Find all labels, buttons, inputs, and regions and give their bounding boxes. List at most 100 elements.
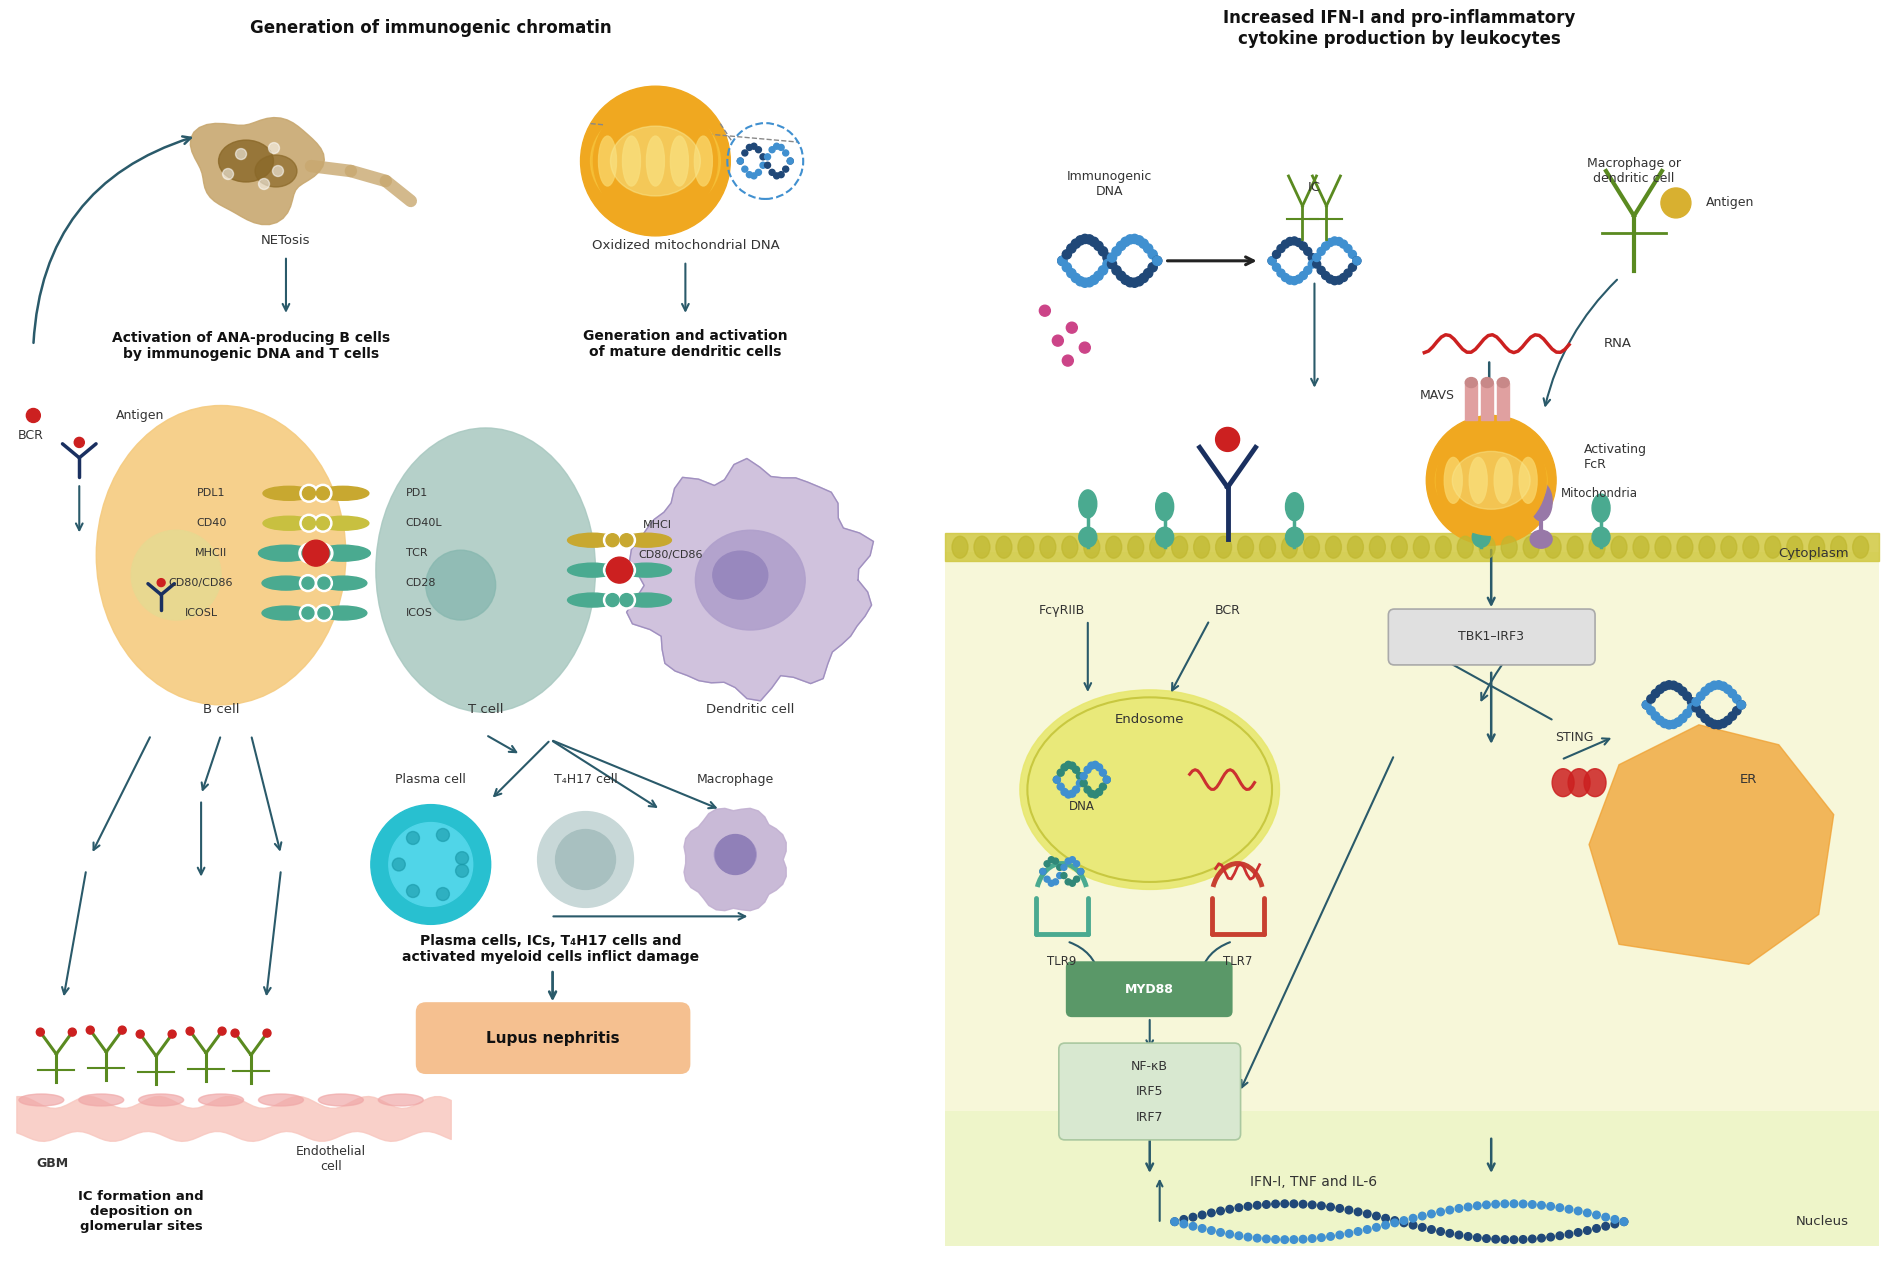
Circle shape [1592,1211,1600,1218]
Ellipse shape [264,516,315,530]
Circle shape [1086,277,1093,287]
Circle shape [1701,715,1710,722]
Circle shape [1217,1228,1224,1236]
Ellipse shape [1348,536,1363,558]
Circle shape [1317,1233,1325,1241]
Text: Lupus nephritis: Lupus nephritis [486,1031,619,1046]
Circle shape [302,577,313,589]
Ellipse shape [1518,458,1537,503]
Circle shape [1253,1202,1260,1209]
Ellipse shape [1655,536,1670,558]
Circle shape [1547,1233,1554,1241]
Circle shape [1661,720,1668,727]
Circle shape [1602,1213,1610,1221]
Circle shape [1346,1230,1353,1237]
Circle shape [1344,269,1351,277]
Circle shape [1573,1228,1581,1236]
Ellipse shape [258,1094,304,1106]
Circle shape [1566,1206,1573,1213]
Circle shape [313,515,332,533]
FancyBboxPatch shape [416,1002,691,1074]
Circle shape [232,1030,239,1037]
Circle shape [1103,777,1110,783]
Circle shape [1040,869,1046,874]
Circle shape [137,1030,144,1039]
Circle shape [315,574,332,592]
Circle shape [1272,1236,1279,1243]
Text: B cell: B cell [203,703,239,716]
Circle shape [1217,1207,1224,1214]
Ellipse shape [621,563,672,577]
Circle shape [1294,275,1302,283]
Circle shape [1410,1221,1418,1228]
Text: Plasma cell: Plasma cell [395,773,467,786]
Circle shape [1327,239,1334,247]
Circle shape [1144,268,1152,278]
Ellipse shape [1592,495,1610,522]
Circle shape [456,864,469,878]
Circle shape [1074,877,1080,882]
Circle shape [264,1030,271,1037]
Ellipse shape [19,1094,65,1106]
Circle shape [1086,235,1093,244]
Circle shape [1089,238,1099,247]
Circle shape [1171,1218,1179,1226]
Circle shape [1103,253,1112,262]
Circle shape [1621,1218,1628,1226]
Circle shape [1678,687,1687,696]
Ellipse shape [1524,536,1539,558]
Circle shape [1061,873,1067,879]
Circle shape [1198,1211,1205,1218]
Text: Antigen: Antigen [116,409,165,423]
Polygon shape [683,808,786,911]
Circle shape [1057,864,1063,870]
Ellipse shape [714,836,755,873]
Circle shape [1492,1236,1499,1243]
Ellipse shape [1568,769,1591,797]
Circle shape [1691,698,1701,706]
Circle shape [1277,244,1285,253]
Circle shape [1080,779,1088,787]
Ellipse shape [1156,492,1173,521]
Circle shape [85,1026,95,1034]
Circle shape [370,805,492,925]
Circle shape [605,593,619,606]
Circle shape [1126,235,1135,244]
Ellipse shape [1465,377,1477,387]
Ellipse shape [1545,536,1560,558]
Circle shape [1727,689,1737,698]
Text: ER: ER [1740,773,1758,786]
Circle shape [1089,276,1099,285]
Circle shape [1701,687,1710,696]
Circle shape [1061,764,1069,770]
Circle shape [788,158,793,164]
Circle shape [1057,769,1065,777]
Circle shape [617,562,636,579]
Circle shape [1069,856,1076,863]
Circle shape [1313,261,1321,268]
Ellipse shape [1150,536,1165,558]
Circle shape [1076,235,1086,245]
Bar [945,534,1879,562]
Circle shape [1642,701,1651,708]
Circle shape [1691,703,1701,712]
Circle shape [300,515,319,533]
Ellipse shape [319,606,366,620]
Circle shape [1336,1231,1344,1238]
Circle shape [1427,1211,1435,1218]
Text: Endothelial
cell: Endothelial cell [296,1145,366,1173]
Circle shape [1670,681,1678,689]
Ellipse shape [1435,435,1547,525]
Circle shape [1139,273,1148,282]
Circle shape [1501,1236,1509,1243]
Text: PD1: PD1 [406,488,429,498]
Circle shape [1226,1231,1234,1238]
Circle shape [169,1030,177,1039]
Circle shape [1511,1200,1518,1208]
Circle shape [1348,263,1357,271]
Circle shape [1334,238,1344,245]
Circle shape [1116,271,1126,281]
Ellipse shape [317,516,368,530]
Circle shape [1065,762,1072,768]
Circle shape [769,170,774,176]
